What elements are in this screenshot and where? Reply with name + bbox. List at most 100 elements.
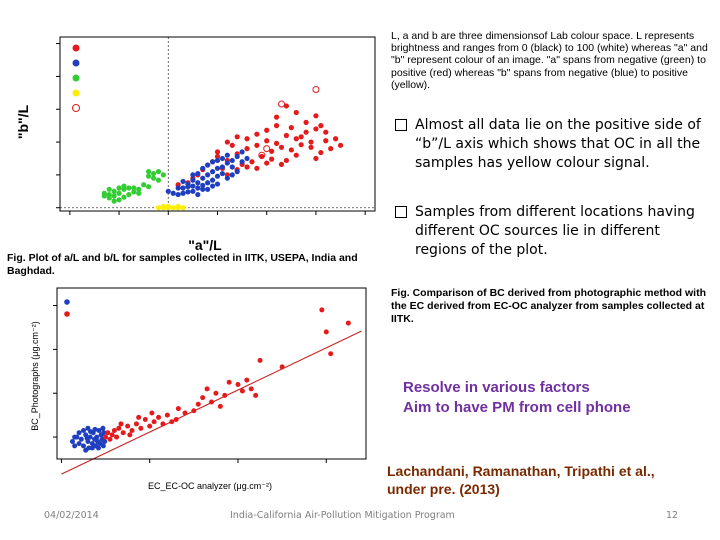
series-ec-1-g-cm	[69, 425, 108, 453]
data-point-ec-1-g-cm	[191, 408, 197, 414]
data-point-ec-1-g-cm	[84, 435, 90, 441]
bc-chart-x-label: EC_EC-OC analyzer (μg.cm⁻²)	[148, 481, 272, 491]
data-point-epa400	[224, 160, 230, 166]
data-point-epa400	[219, 164, 226, 170]
ab-chart-x-label: "a"/L	[188, 237, 222, 253]
data-point-epa400	[205, 180, 211, 186]
data-point-baghdad	[175, 203, 181, 210]
data-point-india	[131, 189, 137, 195]
data-point-ec-1-g-cm	[156, 414, 162, 420]
data-point-india	[121, 194, 127, 200]
data-point-ec-1-g-cm	[149, 410, 155, 416]
data-point-ec-1-g-cm	[345, 320, 351, 326]
data-point-ec-1-g-cm	[239, 388, 245, 394]
data-point-epa400	[209, 177, 216, 183]
data-point-ec-1-g-cm	[107, 436, 113, 442]
data-point-iit	[283, 157, 290, 164]
data-point-iit	[288, 125, 294, 131]
data-point-ec-1-g-cm	[169, 419, 175, 425]
data-point-epa400	[209, 169, 216, 175]
data-point-ec-1-g-cm	[80, 428, 86, 433]
data-point-epa400	[214, 181, 221, 187]
data-point-india	[145, 184, 152, 190]
data-point-ec-1-g-cm	[120, 430, 126, 436]
figure-caption-bc-ec: Fig. Comparison of BC derived from photo…	[391, 287, 706, 325]
data-point-ec-1-g-cm	[222, 392, 228, 398]
data-point-epa400	[239, 159, 245, 165]
data-point-ec-1-g-cm	[83, 447, 89, 453]
data-point-ec-1-g-cm	[328, 351, 334, 357]
ab-chart-y-label: "b"/L	[15, 104, 31, 139]
data-point-epa400	[234, 169, 240, 175]
data-point-epa400	[224, 152, 230, 158]
data-point-iit	[293, 152, 299, 158]
data-point-iit-pmf	[312, 86, 320, 94]
legend-marker	[64, 299, 70, 305]
bullet-yellow-signal: Almost all data lie on the positive side…	[393, 116, 715, 173]
data-point-ec-1-g-cm	[127, 432, 133, 438]
series-epa400	[165, 149, 250, 198]
data-point-ec-1-g-cm	[226, 379, 232, 385]
data-point-ec-1-g-cm	[175, 406, 181, 412]
data-point-ec-1-g-cm	[116, 425, 122, 431]
legend-marker	[72, 44, 80, 52]
data-point-epa400	[165, 188, 171, 194]
data-point-ec-1-g-cm	[195, 401, 201, 407]
data-point-ec-1-g-cm	[142, 417, 148, 423]
data-point-ec-1-g-cm	[69, 438, 75, 444]
lab-colour-space-note: L, a and b are three dimensionsof Lab co…	[391, 30, 708, 91]
figure-caption-ab-plot: Fig. Plot of a/L and b/L for samples col…	[7, 252, 358, 277]
bc-chart-points	[61, 307, 362, 475]
data-point-iit	[254, 165, 260, 171]
bullet-oc-sources: Samples from different locations having …	[393, 203, 715, 260]
data-point-ec-1-g-cm	[95, 445, 101, 451]
data-point-ec-1-g-cm	[105, 430, 111, 436]
data-point-iit	[323, 129, 329, 135]
checkbox-bullet-icon	[395, 206, 407, 218]
data-point-iit	[254, 131, 260, 137]
legend-marker	[72, 89, 80, 97]
data-point-iit	[328, 146, 334, 152]
data-point-iit	[283, 103, 290, 109]
data-point-iit	[214, 153, 221, 160]
footer-page-number: 12	[666, 510, 679, 521]
data-point-ec-1-g-cm	[136, 414, 142, 420]
data-point-ec-1-g-cm	[72, 434, 78, 440]
data-point-iit	[244, 164, 250, 170]
data-point-iit-pmf	[277, 100, 285, 108]
data-point-epa400	[234, 153, 240, 160]
data-point-epa400	[190, 177, 196, 183]
data-point-ec-1-g-cm	[257, 357, 263, 363]
ab-chart-reference-lines	[60, 37, 375, 211]
data-point-india	[155, 169, 162, 175]
data-point-epa400	[205, 162, 211, 168]
data-point-iit	[244, 136, 250, 142]
data-point-ec-1-g-cm	[164, 412, 170, 418]
data-point-india	[106, 186, 112, 192]
data-point-iit	[283, 132, 290, 139]
data-point-ec-1-g-cm	[138, 425, 144, 431]
data-point-iit	[249, 159, 255, 165]
data-point-ec-1-g-cm	[109, 432, 115, 438]
data-point-ec-1-g-cm	[72, 443, 78, 449]
data-point-india	[101, 193, 107, 199]
data-point-epa400	[219, 155, 226, 162]
data-point-ec-1-g-cm	[209, 399, 214, 405]
data-point-epa400	[229, 172, 235, 178]
series-india	[101, 169, 166, 204]
data-point-epa400	[175, 185, 181, 191]
data-point-iit	[318, 123, 324, 129]
data-point-baghdad	[170, 205, 176, 211]
data-point-ec-1-g-cm	[204, 386, 210, 392]
data-point-epa400	[190, 183, 196, 189]
data-point-epa400	[205, 172, 211, 178]
legend-marker	[64, 311, 70, 317]
data-point-epa400	[175, 191, 181, 198]
data-point-ec-1-g-cm	[173, 417, 179, 423]
ab-scatter-chart: "a"/L "b"/L	[15, 36, 376, 253]
data-point-india	[121, 183, 127, 189]
data-point-ec-1-g-cm	[147, 423, 153, 429]
data-point-epa400	[170, 190, 176, 196]
data-point-epa400	[185, 189, 191, 195]
legend-marker	[72, 104, 80, 112]
